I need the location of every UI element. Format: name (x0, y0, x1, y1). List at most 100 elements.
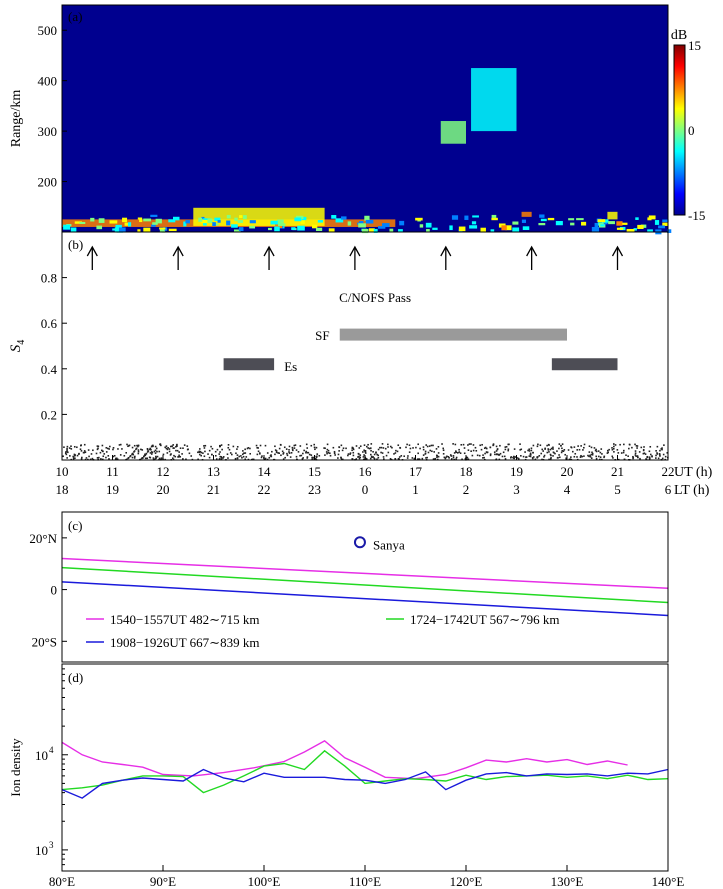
s4-point (569, 458, 572, 460)
s4-point (341, 458, 344, 461)
s4-point (664, 455, 667, 458)
s4-point (455, 458, 457, 460)
s4-point (305, 450, 307, 453)
s4-point (387, 451, 390, 454)
echo-speckle (491, 217, 498, 221)
s4-point (154, 445, 157, 448)
s4-point (241, 453, 244, 456)
s4-point (581, 455, 583, 458)
s4-point (352, 448, 355, 451)
echo-speckle (198, 217, 203, 222)
echo-speckle (425, 222, 432, 228)
s4-point (552, 455, 554, 457)
echo-speckle (168, 228, 177, 232)
s4-point (553, 451, 555, 454)
s4-point (367, 447, 370, 449)
s4-point (349, 452, 352, 454)
s4-point (387, 446, 389, 448)
s4-point (294, 444, 297, 446)
s4-point (594, 449, 597, 452)
s4-point (101, 444, 104, 447)
s4-point (284, 456, 286, 459)
s4-point (431, 450, 433, 453)
s4-point (292, 449, 294, 452)
s4-point (554, 452, 556, 455)
s4-point (306, 447, 309, 449)
pass-arrow-head (349, 245, 361, 257)
s4-point (303, 449, 305, 452)
s4-point (587, 454, 589, 457)
echo-speckle (226, 220, 231, 226)
s4-point (375, 451, 377, 454)
s4-point (573, 446, 576, 448)
s4-point (293, 444, 296, 447)
s4-point (277, 452, 279, 454)
s4-point (611, 448, 614, 451)
s4-point (534, 458, 537, 461)
echo-speckle (521, 219, 527, 223)
s4-point (137, 444, 140, 447)
ut-tick-label: 11 (106, 464, 119, 479)
s4-point (73, 453, 76, 456)
y-tick-label: 0.2 (41, 407, 57, 422)
lt-tick-label: 2 (463, 482, 470, 497)
s4-point (359, 445, 362, 448)
s4-point (463, 447, 466, 449)
echo-speckle (168, 219, 176, 223)
s4-point (415, 446, 417, 449)
s4-point (612, 457, 614, 459)
s4-point (517, 457, 520, 460)
s4-point (643, 452, 646, 454)
s4-point (449, 454, 452, 456)
s4-point (614, 444, 617, 446)
s4-point (105, 446, 108, 449)
s4-point (280, 454, 282, 457)
s4-point (622, 451, 625, 454)
s4-point (406, 443, 408, 446)
y-tick-label: 20°N (29, 531, 57, 546)
s4-point (461, 458, 463, 461)
echo-speckle (125, 223, 131, 226)
s4-point (486, 451, 488, 454)
s4-point (363, 444, 366, 446)
s4-point (316, 453, 319, 455)
s4-point (117, 448, 119, 450)
s4-point (583, 446, 585, 449)
s4-point (211, 453, 213, 456)
s4-point (601, 453, 603, 455)
s4-point (498, 458, 501, 461)
s4-point (419, 447, 421, 450)
s4-point (291, 446, 294, 449)
s4-point (79, 448, 82, 451)
s4-point (365, 445, 368, 448)
echo-speckle (654, 220, 660, 225)
s4-point (577, 445, 579, 447)
s4-point (613, 451, 615, 453)
s4-point (644, 453, 647, 455)
colorbar-tick-label: 0 (688, 123, 695, 138)
s4-point (550, 457, 552, 460)
s4-point (529, 453, 532, 456)
s4-point (591, 451, 593, 454)
echo-speckle (426, 229, 430, 232)
s4-point (97, 447, 99, 450)
echo-speckle (512, 227, 520, 233)
s4-point (546, 444, 548, 447)
s4-point (275, 451, 278, 454)
s4-point (324, 447, 326, 450)
s4-point (249, 447, 251, 450)
s4-point (153, 450, 156, 453)
s4-point (658, 453, 661, 455)
s4-point (541, 448, 544, 451)
s4-point (422, 454, 425, 456)
s4-point (170, 445, 172, 448)
ion-density-lines (61, 740, 669, 799)
echo-speckle (226, 214, 231, 219)
s4-point (188, 452, 191, 455)
s4-point (426, 456, 428, 459)
s4-point (141, 457, 144, 459)
colorbar-unit: dB (671, 28, 687, 43)
s4-point (492, 444, 495, 446)
x-tick-label: 100°E (248, 874, 281, 889)
s4-point (453, 452, 456, 454)
